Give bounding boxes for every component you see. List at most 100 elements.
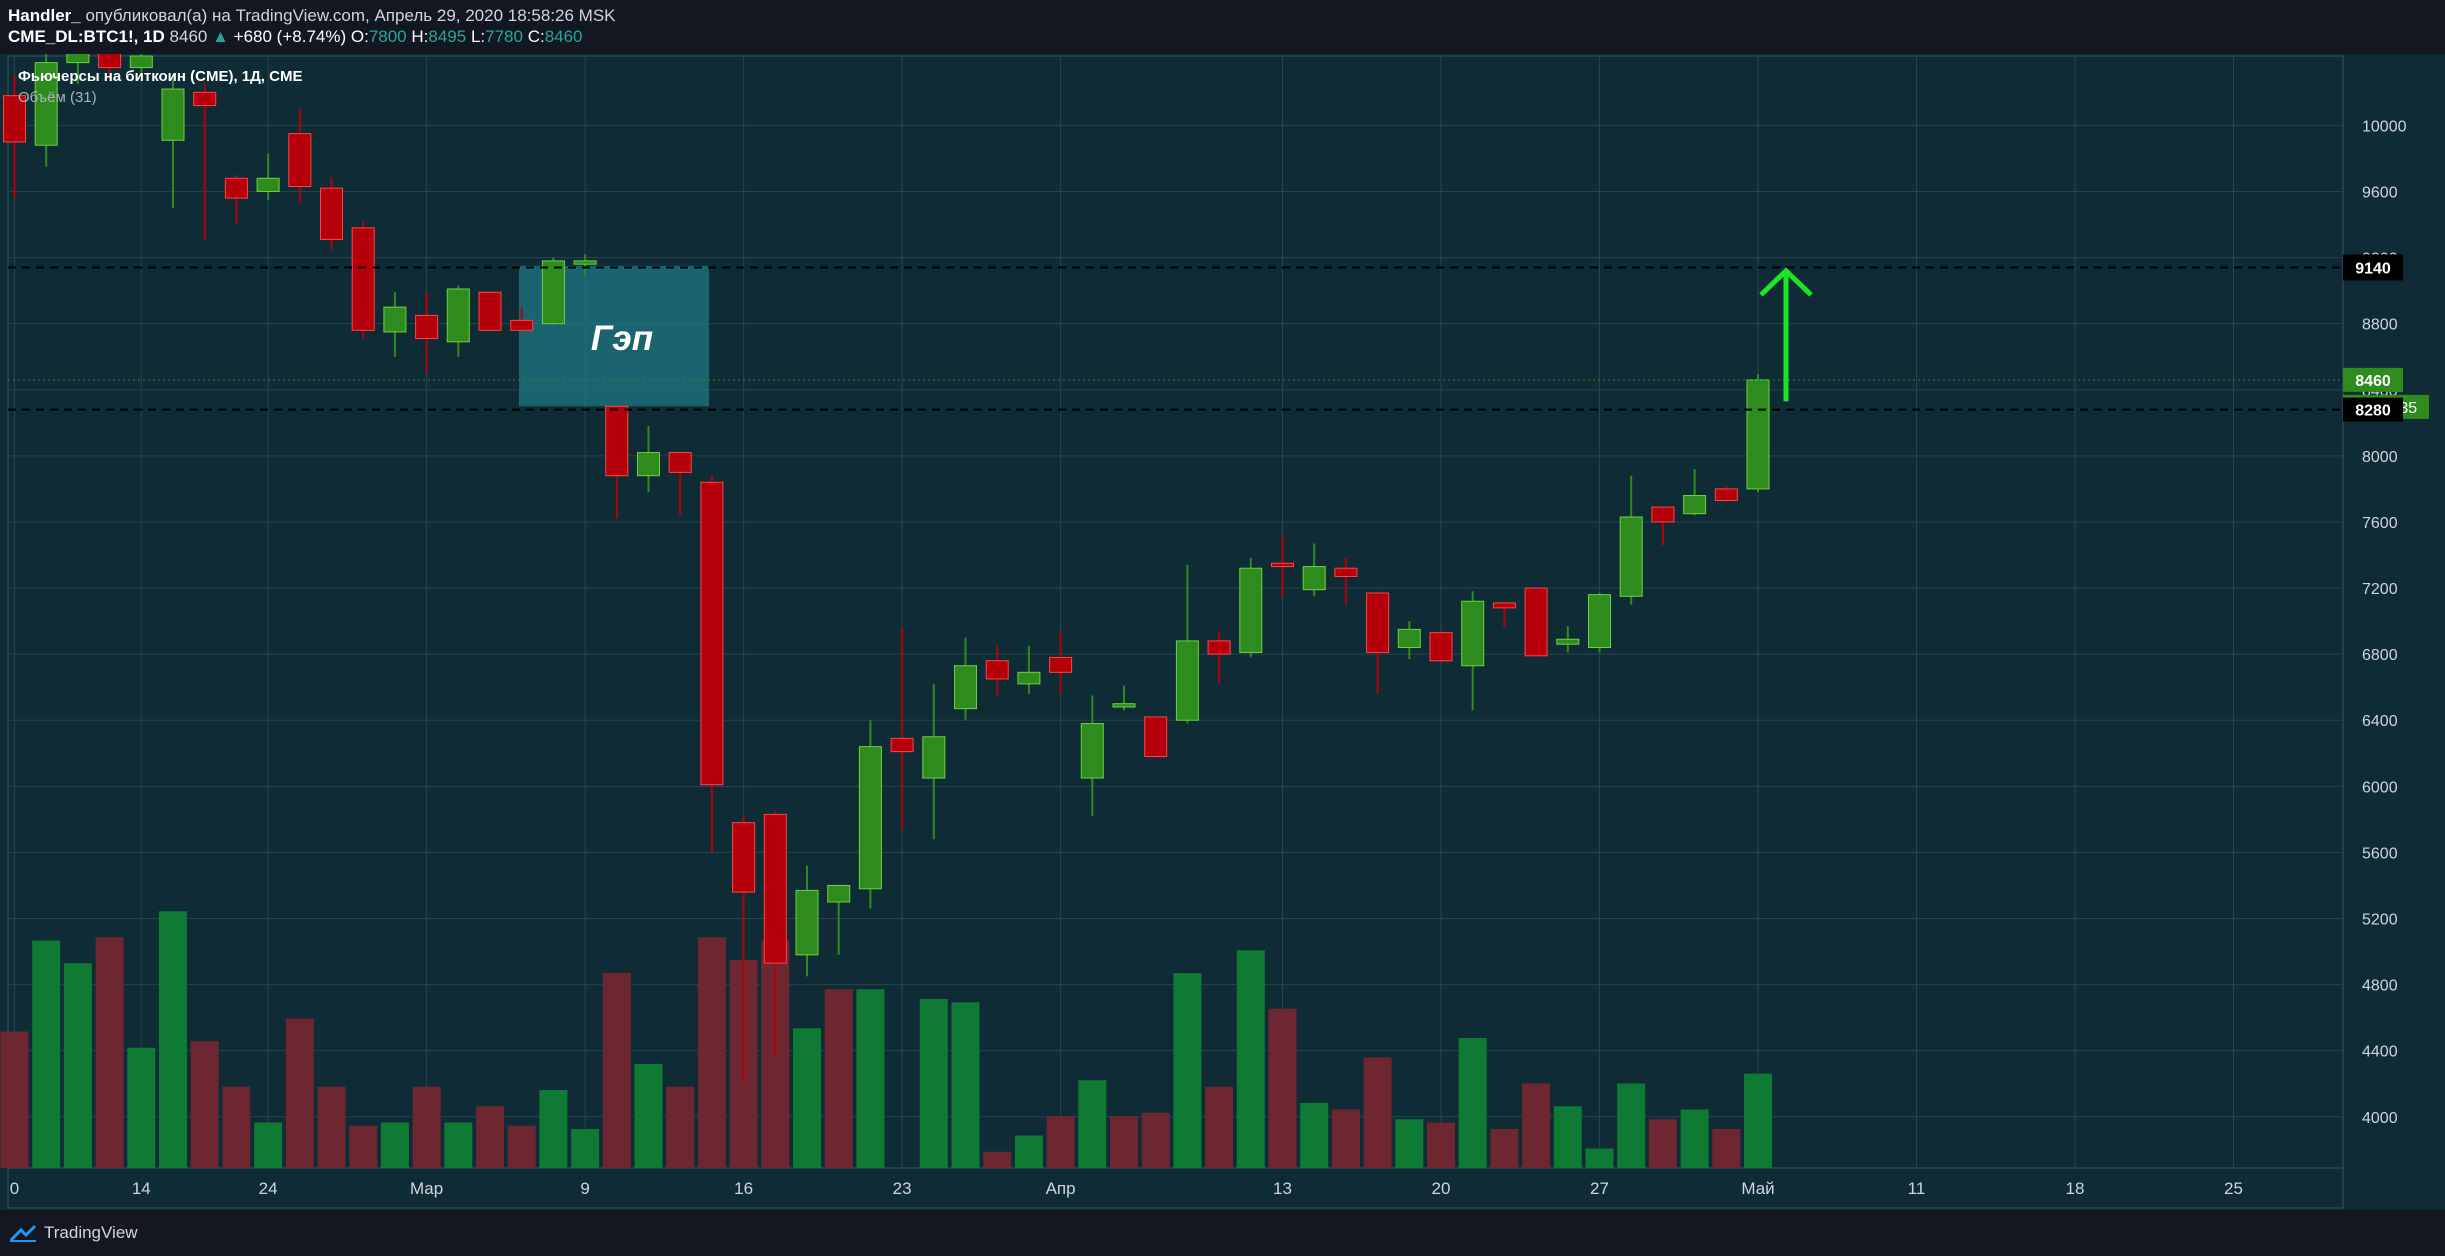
price-tick-label: 6000 bbox=[2362, 779, 2398, 796]
gap-label: Гэп bbox=[591, 319, 653, 358]
candle-body bbox=[1619, 516, 1643, 597]
candle-body bbox=[34, 62, 58, 146]
volume-bar bbox=[507, 1125, 536, 1168]
low-value: 7780 bbox=[485, 27, 523, 46]
author-name[interactable]: Handler_ bbox=[8, 6, 81, 25]
volume-bar bbox=[1331, 1109, 1360, 1168]
time-tick-label: 16 bbox=[734, 1179, 753, 1198]
volume-bar bbox=[793, 1028, 821, 1168]
time-tick-label: 14 bbox=[132, 1179, 151, 1198]
candle-body bbox=[446, 288, 470, 343]
time-tick-label: 18 bbox=[2066, 1179, 2085, 1198]
volume-bar bbox=[1617, 1083, 1646, 1168]
footer: TradingView bbox=[0, 1212, 2445, 1256]
volume-bar bbox=[1014, 1135, 1043, 1168]
time-tick-label: Апр bbox=[1046, 1179, 1076, 1198]
open-label: O: bbox=[350, 27, 369, 46]
candle-body bbox=[320, 187, 343, 240]
price-tick-label: 10000 bbox=[2362, 118, 2407, 135]
time-tick-label: Май bbox=[1741, 1179, 1774, 1198]
candle-body bbox=[129, 55, 153, 69]
candle-body bbox=[1651, 506, 1675, 523]
volume-bar bbox=[349, 1125, 378, 1168]
candle-body bbox=[1683, 495, 1707, 515]
chart-header: Handler_ опубликовал(а) на TradingView.c… bbox=[0, 0, 2445, 54]
candle-body bbox=[3, 95, 26, 143]
candle-body bbox=[668, 452, 692, 473]
price-tick-label: 4800 bbox=[2362, 978, 2398, 995]
legend-main[interactable]: Фьючерсы на биткоин (CME), 1Д, CME bbox=[18, 68, 302, 85]
candle-body bbox=[161, 88, 185, 141]
volume-bar bbox=[285, 1018, 314, 1168]
volume-bar bbox=[1553, 1106, 1582, 1168]
candle-body bbox=[1334, 567, 1358, 577]
candle-body bbox=[1461, 600, 1485, 667]
current-price-tag bbox=[2343, 367, 2403, 392]
volume-bar bbox=[444, 1122, 473, 1168]
time-tick-label: 20 bbox=[1432, 1179, 1451, 1198]
candle-body bbox=[1366, 592, 1390, 653]
tradingview-cloud-icon bbox=[9, 1224, 37, 1242]
volume-bar bbox=[1205, 1086, 1234, 1168]
volume-bar bbox=[919, 999, 948, 1168]
candle-body bbox=[890, 737, 914, 753]
price-tick-label: 8800 bbox=[2362, 317, 2398, 334]
volume-bar bbox=[1046, 1116, 1075, 1168]
volume-bar bbox=[317, 1086, 346, 1168]
publish-line: Handler_ опубликовал(а) на TradingView.c… bbox=[8, 6, 616, 26]
change-arrow-icon: ▲ bbox=[212, 27, 229, 46]
candle-body bbox=[985, 660, 1009, 680]
volume-bar bbox=[1427, 1122, 1455, 1168]
price-tick-label: 6400 bbox=[2362, 713, 2398, 730]
volume-bar bbox=[856, 989, 885, 1168]
high-label: H: bbox=[411, 27, 429, 46]
tradingview-logo[interactable]: TradingView bbox=[8, 1223, 138, 1243]
change-value: +680 (+8.74%) bbox=[233, 27, 347, 46]
close-value: 8460 bbox=[544, 27, 583, 46]
candle-body bbox=[700, 481, 724, 786]
candle-body bbox=[1588, 594, 1611, 649]
candle-body bbox=[1397, 628, 1421, 649]
time-tick-label: 9 bbox=[580, 1179, 589, 1198]
candle-body bbox=[1714, 488, 1738, 501]
candle-body bbox=[1556, 638, 1580, 645]
time-tick-label: 23 bbox=[893, 1179, 912, 1198]
legend-volume[interactable]: Объём (31) bbox=[18, 89, 97, 106]
candle-body bbox=[1302, 566, 1326, 591]
volume-bar bbox=[1300, 1103, 1329, 1168]
volume-bar bbox=[254, 1122, 283, 1168]
level-low-tag bbox=[2343, 397, 2403, 422]
price-chart[interactable]: Гэп 4000 4400 4800 5200 5600 6000 6400 6800 7200… bbox=[0, 54, 2445, 1210]
last-price: 8460 bbox=[169, 27, 208, 46]
volume-bar bbox=[380, 1122, 409, 1168]
time-axis[interactable]: 0 14 24 Мар 9 16 23 Апр 13 20 27 Май 11 18 25 bbox=[10, 1179, 2243, 1198]
volume-bar bbox=[697, 937, 726, 1168]
volume-bar bbox=[571, 1129, 600, 1168]
volume-bar bbox=[0, 1031, 29, 1168]
level-high-tag bbox=[2343, 254, 2403, 281]
candle-body bbox=[1239, 567, 1263, 653]
candle-body bbox=[1271, 562, 1294, 568]
low-label: L: bbox=[470, 27, 486, 46]
volume-bar bbox=[63, 963, 92, 1168]
candle-body bbox=[1175, 640, 1199, 721]
time-tick-label: 13 bbox=[1273, 1179, 1292, 1198]
volume-bar bbox=[32, 940, 61, 1168]
candle-body bbox=[1429, 632, 1453, 662]
footer-brand: TradingView bbox=[44, 1223, 138, 1242]
arrow-head bbox=[1759, 267, 1813, 297]
price-tick-label: 9600 bbox=[2362, 184, 2398, 201]
candles bbox=[3, 54, 1770, 1084]
candle-body bbox=[573, 260, 597, 265]
volume-bar bbox=[1141, 1112, 1170, 1168]
level-low-tag-text: 8280 bbox=[2355, 403, 2391, 420]
symbol-name: CME_DL:BTC1!, 1D bbox=[8, 27, 165, 46]
current-price-tag-text: 8460 bbox=[2355, 373, 2391, 390]
volume-bar bbox=[1173, 973, 1202, 1168]
candle-body bbox=[763, 813, 787, 964]
volume-bar bbox=[1395, 1119, 1424, 1168]
volume-bar bbox=[1490, 1129, 1519, 1168]
candle-body bbox=[66, 54, 90, 64]
candle-body bbox=[98, 54, 122, 69]
grid bbox=[8, 56, 2343, 1168]
